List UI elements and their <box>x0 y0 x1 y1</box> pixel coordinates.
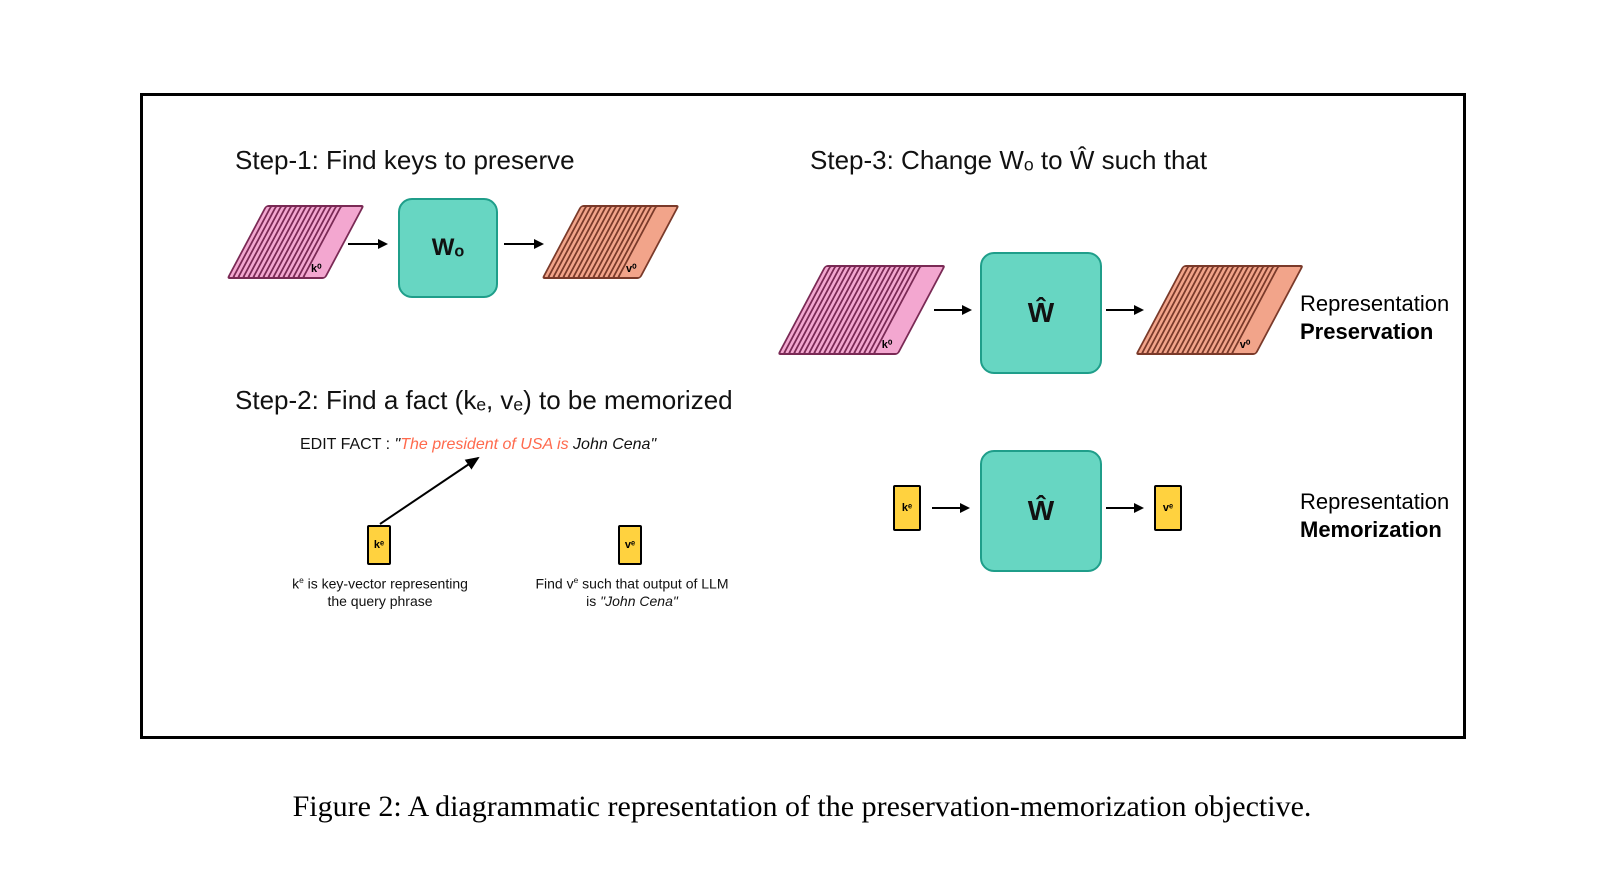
figure-frame <box>140 93 1466 739</box>
step3-w-box-memorization: Ŵ <box>980 450 1102 572</box>
step2-ve-label: vᵉ <box>625 539 635 551</box>
edit-black-text: John Cena <box>569 436 651 453</box>
step2-ke-caption: ke is key-vector representingthe query p… <box>280 575 480 611</box>
step3-ke-label: kᵉ <box>902 502 912 514</box>
step3-memorization-label: Representation Memorization <box>1300 488 1449 543</box>
pres-line2: Preservation <box>1300 319 1433 344</box>
edit-prefix: EDIT FACT : <box>300 436 395 453</box>
step3-ke-card: kᵉ <box>893 485 921 531</box>
figure-caption: Figure 2: A diagrammatic representation … <box>0 790 1604 824</box>
mem-line2: Memorization <box>1300 517 1442 542</box>
figure-canvas: Step-1: Find keys to preserve k⁰ Wₒ v⁰ S… <box>0 0 1604 870</box>
step2-diagonal-arrow <box>370 452 490 532</box>
step3-w-box-preservation: Ŵ <box>980 252 1102 374</box>
stack-front-label: k⁰ <box>311 262 322 275</box>
stack-front-label: v⁰ <box>1240 338 1251 351</box>
step3-ve-label: vᵉ <box>1163 502 1173 514</box>
step1-w-label: Wₒ <box>432 234 465 262</box>
stack-front-label: k⁰ <box>882 338 893 351</box>
step3-w-label-1: Ŵ <box>1028 297 1054 329</box>
edit-quote-close: " <box>650 436 656 453</box>
step3-ve-card: vᵉ <box>1154 485 1182 531</box>
mem-line1: Representation <box>1300 489 1449 514</box>
stack-front-label: v⁰ <box>626 262 637 275</box>
pres-line1: Representation <box>1300 291 1449 316</box>
step3-w-label-2: Ŵ <box>1028 495 1054 527</box>
step2-ke-card: kᵉ <box>367 525 391 565</box>
step2-ke-label: kᵉ <box>374 539 384 551</box>
edit-red-text: The president of USA is <box>400 436 568 453</box>
step3-title: Step-3: Change Wₒ to Ŵ such that <box>810 145 1207 176</box>
step1-w-box: Wₒ <box>398 198 498 298</box>
step1-title: Step-1: Find keys to preserve <box>235 145 575 176</box>
step2-ve-card: vᵉ <box>618 525 642 565</box>
step2-ve-caption: Find ve such that output of LLMis "John … <box>522 575 742 611</box>
step3-preservation-label: Representation Preservation <box>1300 290 1449 345</box>
step2-title: Step-2: Find a fact (kₑ, vₑ) to be memor… <box>235 385 733 416</box>
